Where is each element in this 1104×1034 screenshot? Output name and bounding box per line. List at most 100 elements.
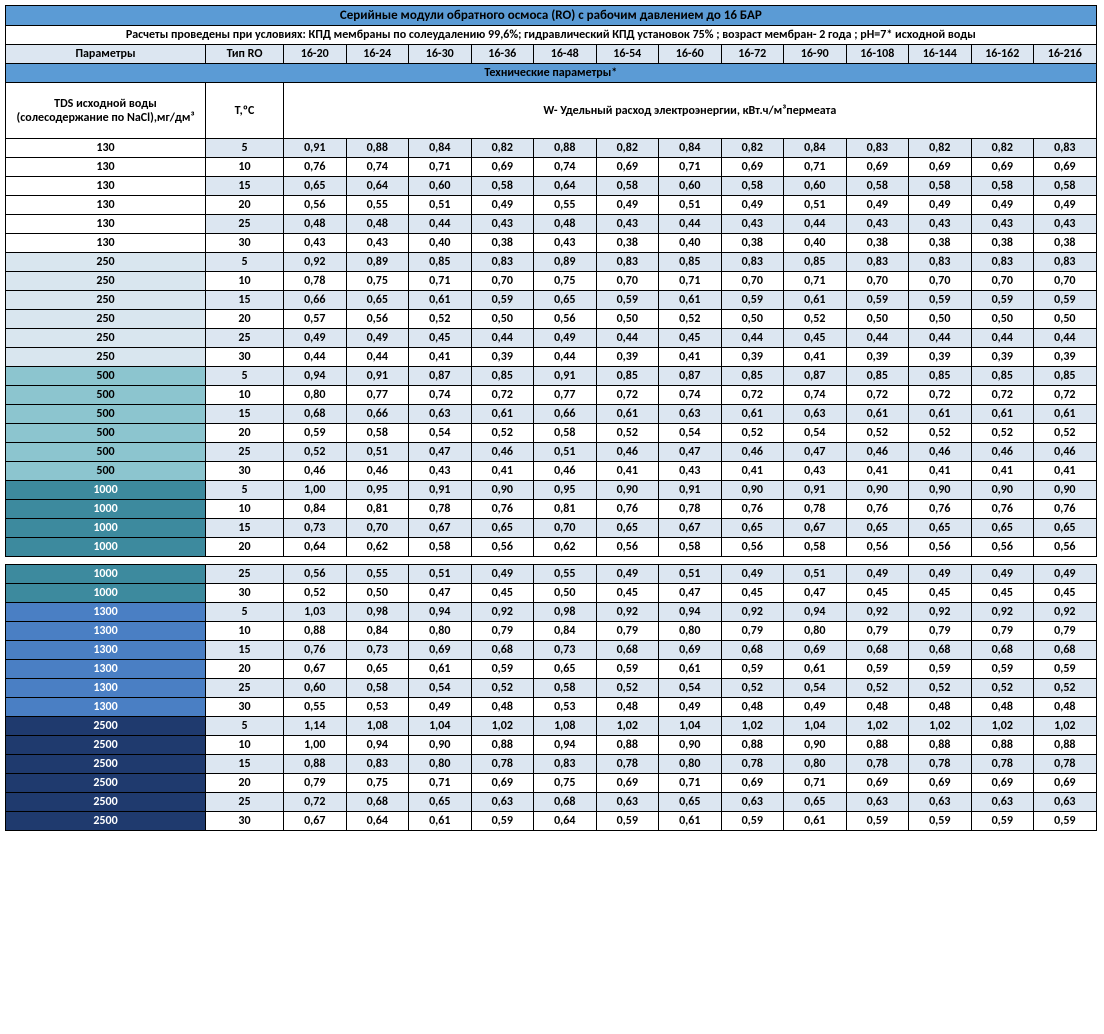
cell-value: 0,59 — [596, 812, 659, 831]
cell-value: 0,45 — [409, 329, 472, 348]
cell-value: 0,88 — [284, 755, 347, 774]
cell-value: 0,65 — [534, 291, 597, 310]
cell-value: 0,61 — [659, 660, 722, 679]
cell-value: 0,64 — [534, 812, 597, 831]
cell-value: 0,72 — [909, 386, 972, 405]
cell-value: 0,84 — [784, 139, 847, 158]
cell-tds: 2500 — [6, 736, 206, 755]
cell-value: 0,65 — [971, 519, 1034, 538]
cell-value: 0,38 — [971, 234, 1034, 253]
cell-value: 0,48 — [471, 698, 534, 717]
cell-value: 0,48 — [534, 215, 597, 234]
cell-value: 0,52 — [971, 679, 1034, 698]
cell-value: 0,68 — [721, 641, 784, 660]
cell-value: 0,46 — [596, 443, 659, 462]
cell-value: 0,78 — [409, 500, 472, 519]
cell-value: 0,45 — [659, 329, 722, 348]
cell-value: 0,46 — [971, 443, 1034, 462]
cell-value: 0,63 — [596, 793, 659, 812]
cell-value: 0,85 — [409, 253, 472, 272]
cell-value: 0,83 — [1034, 253, 1097, 272]
cell-value: 0,51 — [784, 196, 847, 215]
cell-tds: 250 — [6, 253, 206, 272]
cell-value: 0,65 — [471, 519, 534, 538]
cell-value: 0,69 — [909, 158, 972, 177]
cell-value: 0,59 — [1034, 291, 1097, 310]
cell-value: 0,66 — [284, 291, 347, 310]
cell-value: 0,79 — [971, 622, 1034, 641]
cell-value: 0,72 — [971, 386, 1034, 405]
cell-temp: 25 — [206, 215, 284, 234]
cell-value: 0,62 — [534, 538, 597, 557]
cell-value: 0,65 — [346, 660, 409, 679]
cell-value: 0,65 — [909, 519, 972, 538]
cell-value: 1,04 — [409, 717, 472, 736]
cell-value: 0,46 — [471, 443, 534, 462]
hdr-col: 16-60 — [659, 45, 722, 64]
cell-value: 0,81 — [346, 500, 409, 519]
cell-value: 0,59 — [471, 660, 534, 679]
cell-value: 0,51 — [659, 565, 722, 584]
cell-value: 0,64 — [284, 538, 347, 557]
cell-value: 0,43 — [284, 234, 347, 253]
cell-value: 0,54 — [409, 679, 472, 698]
cell-value: 0,72 — [596, 386, 659, 405]
cell-value: 0,44 — [971, 329, 1034, 348]
cell-tds: 500 — [6, 443, 206, 462]
cell-value: 0,76 — [971, 500, 1034, 519]
cell-value: 0,68 — [909, 641, 972, 660]
cell-value: 0,41 — [784, 348, 847, 367]
cell-value: 0,50 — [534, 584, 597, 603]
cell-temp: 30 — [206, 462, 284, 481]
cell-value: 0,88 — [534, 139, 597, 158]
cell-value: 0,74 — [346, 158, 409, 177]
cell-value: 0,90 — [409, 736, 472, 755]
cell-value: 0,49 — [846, 565, 909, 584]
cell-temp: 20 — [206, 310, 284, 329]
cell-value: 0,59 — [596, 291, 659, 310]
cell-value: 0,38 — [471, 234, 534, 253]
cell-value: 1,02 — [471, 717, 534, 736]
cell-value: 0,80 — [409, 622, 472, 641]
cell-value: 0,52 — [409, 310, 472, 329]
cell-value: 0,41 — [721, 462, 784, 481]
cell-value: 0,69 — [721, 158, 784, 177]
cell-value: 1,04 — [784, 717, 847, 736]
cell-value: 0,46 — [346, 462, 409, 481]
cell-value: 0,50 — [471, 310, 534, 329]
cell-value: 0,45 — [1034, 584, 1097, 603]
cell-value: 0,90 — [471, 481, 534, 500]
cell-temp: 30 — [206, 812, 284, 831]
cell-value: 0,53 — [534, 698, 597, 717]
cell-value: 0,85 — [596, 367, 659, 386]
cell-temp: 30 — [206, 234, 284, 253]
cell-temp: 25 — [206, 329, 284, 348]
cell-value: 0,89 — [346, 253, 409, 272]
cell-value: 0,83 — [346, 755, 409, 774]
cell-value: 0,70 — [596, 272, 659, 291]
cell-value: 0,56 — [284, 565, 347, 584]
cell-value: 1,02 — [596, 717, 659, 736]
cell-value: 0,79 — [596, 622, 659, 641]
cell-value: 0,52 — [1034, 679, 1097, 698]
cell-value: 0,64 — [346, 177, 409, 196]
cell-value: 0,65 — [659, 793, 722, 812]
cell-value: 0,81 — [534, 500, 597, 519]
cell-value: 0,94 — [409, 603, 472, 622]
cell-value: 0,90 — [909, 481, 972, 500]
cell-value: 0,49 — [346, 329, 409, 348]
cell-value: 0,69 — [659, 641, 722, 660]
cell-value: 0,45 — [971, 584, 1034, 603]
cell-tds: 2500 — [6, 774, 206, 793]
cell-value: 0,55 — [346, 196, 409, 215]
cell-value: 0,91 — [284, 139, 347, 158]
cell-value: 0,56 — [971, 538, 1034, 557]
cell-value: 0,39 — [721, 348, 784, 367]
cell-value: 0,61 — [409, 812, 472, 831]
cell-value: 0,59 — [596, 660, 659, 679]
cell-value: 0,73 — [346, 641, 409, 660]
cell-tds: 130 — [6, 234, 206, 253]
cell-value: 0,78 — [721, 755, 784, 774]
cell-value: 0,48 — [1034, 698, 1097, 717]
cell-value: 0,91 — [784, 481, 847, 500]
